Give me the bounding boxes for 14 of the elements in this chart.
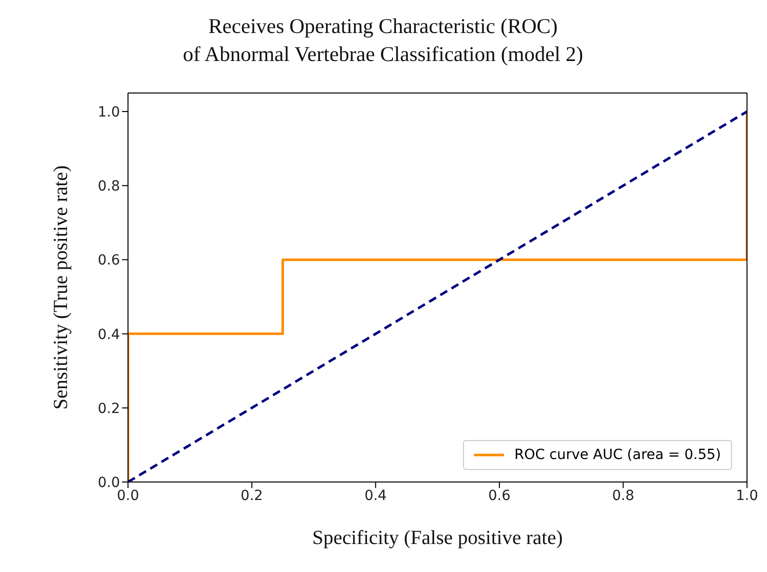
x-axis-title: Specificity (False positive rate) [312, 527, 563, 549]
y-tick-label: 0.4 [98, 326, 120, 343]
y-axis-title: Sensitivity (True positive rate) [50, 165, 72, 410]
y-tick-label: 0.6 [98, 252, 120, 269]
x-tick-label: 1.0 [736, 488, 758, 504]
y-tick-label: 0.2 [98, 400, 120, 417]
y-tick-label: 0.8 [98, 178, 120, 195]
y-tick-label: 1.0 [98, 104, 120, 120]
x-tick-label: 0.2 [240, 488, 263, 504]
chart-title: Receives Operating Characteristic (ROC) of Abnormal Vertebrae Classification (model 2) [182, 13, 584, 68]
x-tick-label: 0.8 [612, 488, 634, 504]
legend-label: ROC curve AUC (area = 0.55) [514, 447, 721, 463]
x-tick-label: 0.4 [364, 488, 387, 504]
x-tick-label: 0.6 [488, 488, 511, 504]
